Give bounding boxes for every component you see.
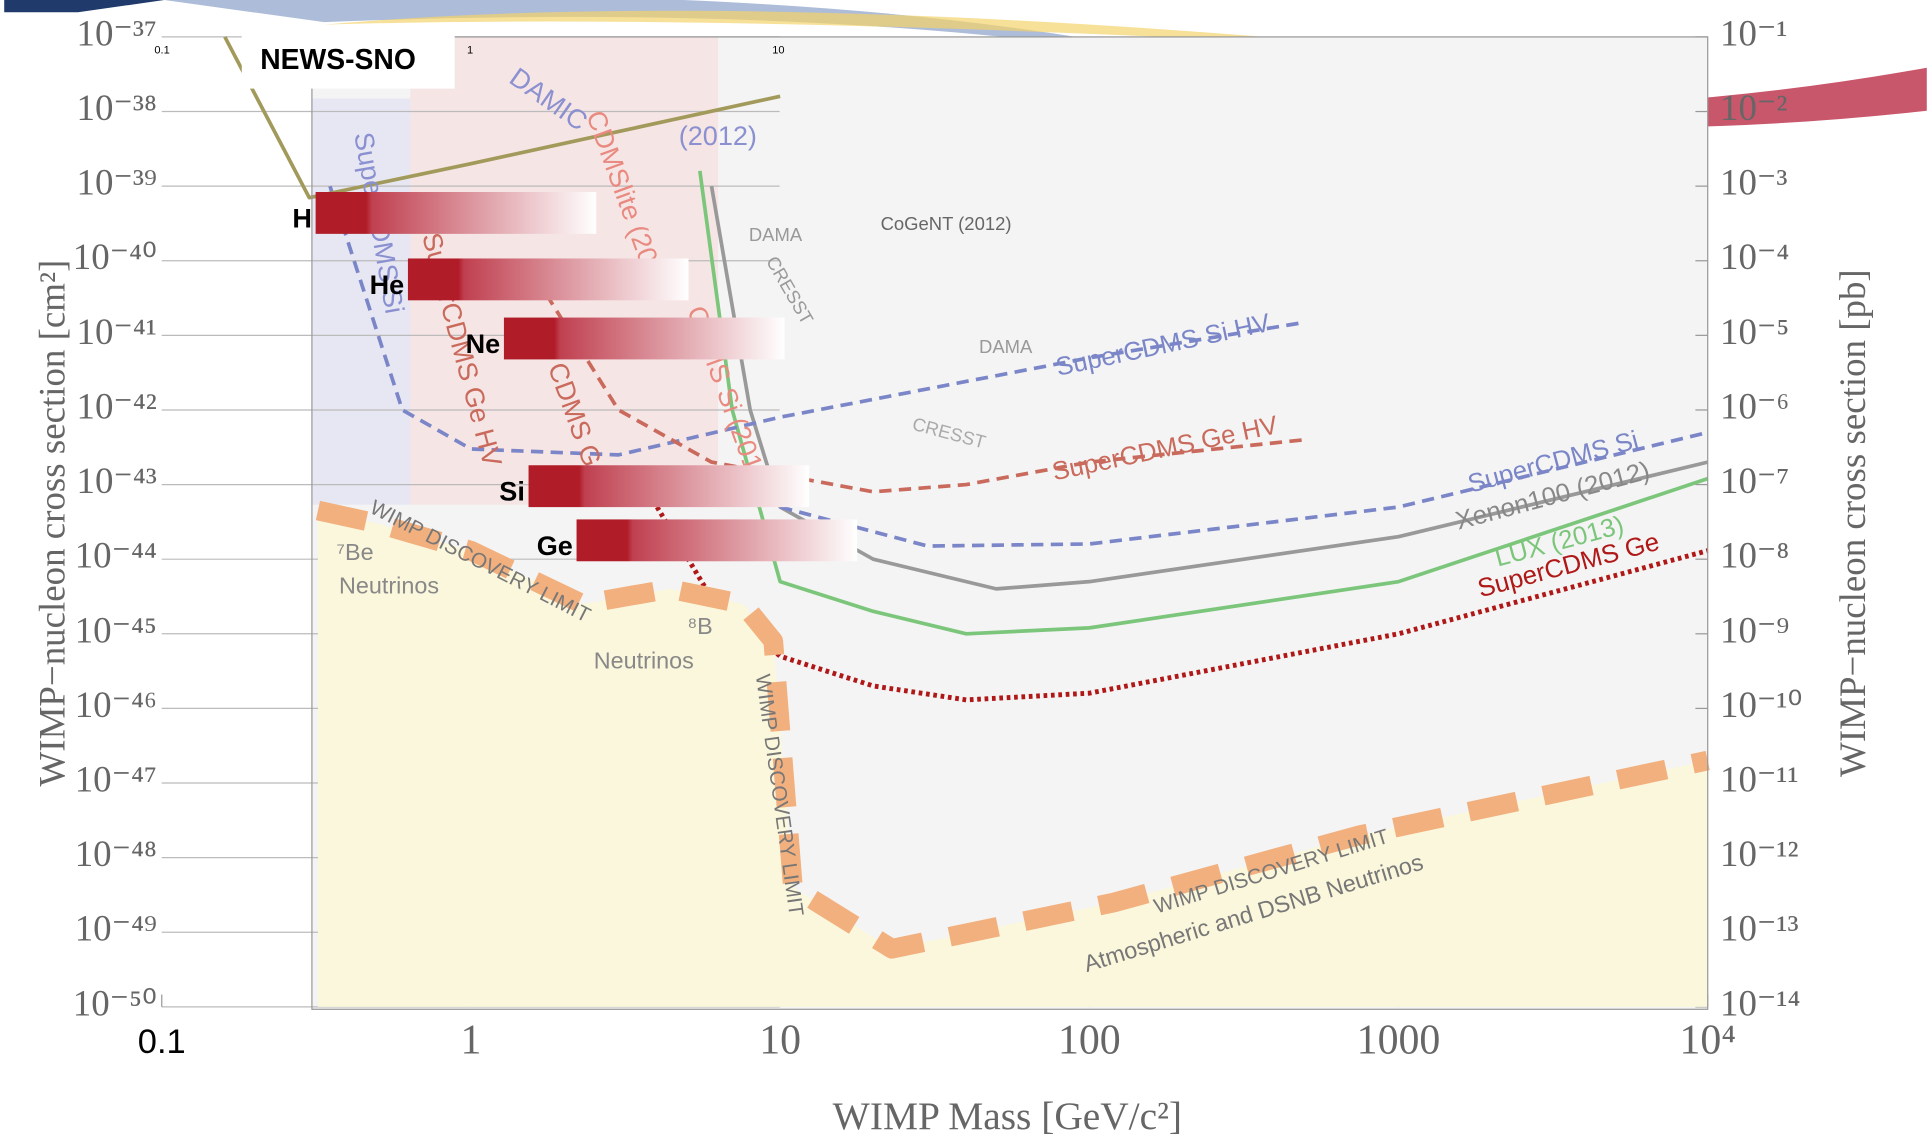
y2-tick-label: 10⁻¹³	[1720, 908, 1799, 949]
annotation: CoGeNT (2012)	[881, 213, 1012, 234]
y2-tick-label: 10⁻⁶	[1720, 385, 1789, 426]
x-tick-label: 100	[1058, 1017, 1121, 1063]
target-label: Ne	[466, 328, 501, 359]
y-tick-label: 10⁻³⁹	[77, 162, 157, 203]
y-tick-label: 10⁻⁴⁰	[73, 236, 157, 277]
y2-tick-label: 10⁻³	[1720, 162, 1787, 203]
y2-tick-label: 10⁻⁵	[1720, 311, 1789, 352]
target-bar	[504, 318, 785, 360]
y-tick-label: 10⁻⁵⁰	[73, 982, 157, 1023]
decoration	[4, 0, 164, 12]
annotation: ⁷Be	[337, 539, 374, 565]
inset-background	[162, 37, 312, 1009]
y2-tick-label: 10⁻¹²	[1720, 833, 1799, 874]
x-tick-label: 10	[759, 1017, 801, 1063]
y2-tick-label: 10⁻⁹	[1720, 609, 1789, 650]
annotation: DAMA	[749, 224, 803, 245]
y2-tick-label: 10⁻¹⁰	[1720, 684, 1802, 725]
y-tick-label: 10⁻⁴⁴	[75, 535, 157, 576]
y-axis-label: WIMP−nucleon cross section [cm²]	[31, 260, 72, 787]
target-bar	[577, 519, 858, 561]
y-tick-label: 10⁻³⁷	[77, 12, 157, 53]
overlay-title: NEWS-SNO	[260, 43, 416, 75]
inset-tick-label: 1	[467, 44, 473, 56]
annotation: (2012)	[679, 120, 757, 151]
target-label: He	[370, 269, 405, 300]
y2-tick-label: 10⁻⁷	[1720, 460, 1789, 501]
annotation: Neutrinos	[594, 647, 694, 673]
y-tick-label: 10⁻⁴²	[77, 385, 157, 426]
target-label: Si	[499, 476, 525, 507]
x-tick-label: 0.1	[138, 1023, 186, 1061]
target-bar	[529, 465, 810, 507]
target-bar	[408, 258, 689, 300]
y-tick-label: 10⁻⁴³	[77, 460, 157, 501]
y2-tick-label: 10⁻¹	[1720, 12, 1787, 53]
y-tick-label: 10⁻⁴⁹	[75, 908, 157, 949]
target-label: H	[292, 202, 312, 233]
inset-tick-label: 10	[772, 44, 784, 56]
target-bar	[316, 192, 597, 234]
y-tick-label: 10⁻⁴¹	[77, 311, 157, 352]
y-tick-label: 10⁻⁴⁶	[75, 684, 157, 725]
y-tick-label: 10⁻⁴⁸	[75, 833, 157, 874]
y2-tick-label: 10⁻⁴	[1720, 236, 1789, 277]
y-tick-label: 10⁻⁴⁷	[75, 758, 157, 799]
x-tick-label: 1000	[1357, 1017, 1441, 1063]
x-tick-label: 10⁴	[1679, 1017, 1735, 1063]
y2-tick-label: 10⁻²	[1720, 87, 1787, 128]
annotation: ⁸B	[687, 613, 712, 639]
x-axis-label: WIMP Mass [GeV/c²]	[833, 1094, 1182, 1138]
y2-tick-label: 10⁻¹¹	[1720, 758, 1799, 799]
annotation: Neutrinos	[339, 572, 439, 598]
chart: DAMIC (2012) CDMSlite (2013) CoGeNT (201…	[0, 0, 1931, 1141]
annotation: DAMA	[979, 336, 1033, 357]
y2-axis-label: WIMP−nucleon cross section [pb]	[1832, 269, 1873, 777]
y2-tick-label: 10⁻⁸	[1720, 535, 1789, 576]
y-tick-label: 10⁻⁴⁵	[75, 609, 157, 650]
x-tick-label: 1	[460, 1017, 481, 1063]
y-tick-label: 10⁻³⁸	[77, 87, 157, 128]
target-label: Ge	[537, 530, 573, 561]
